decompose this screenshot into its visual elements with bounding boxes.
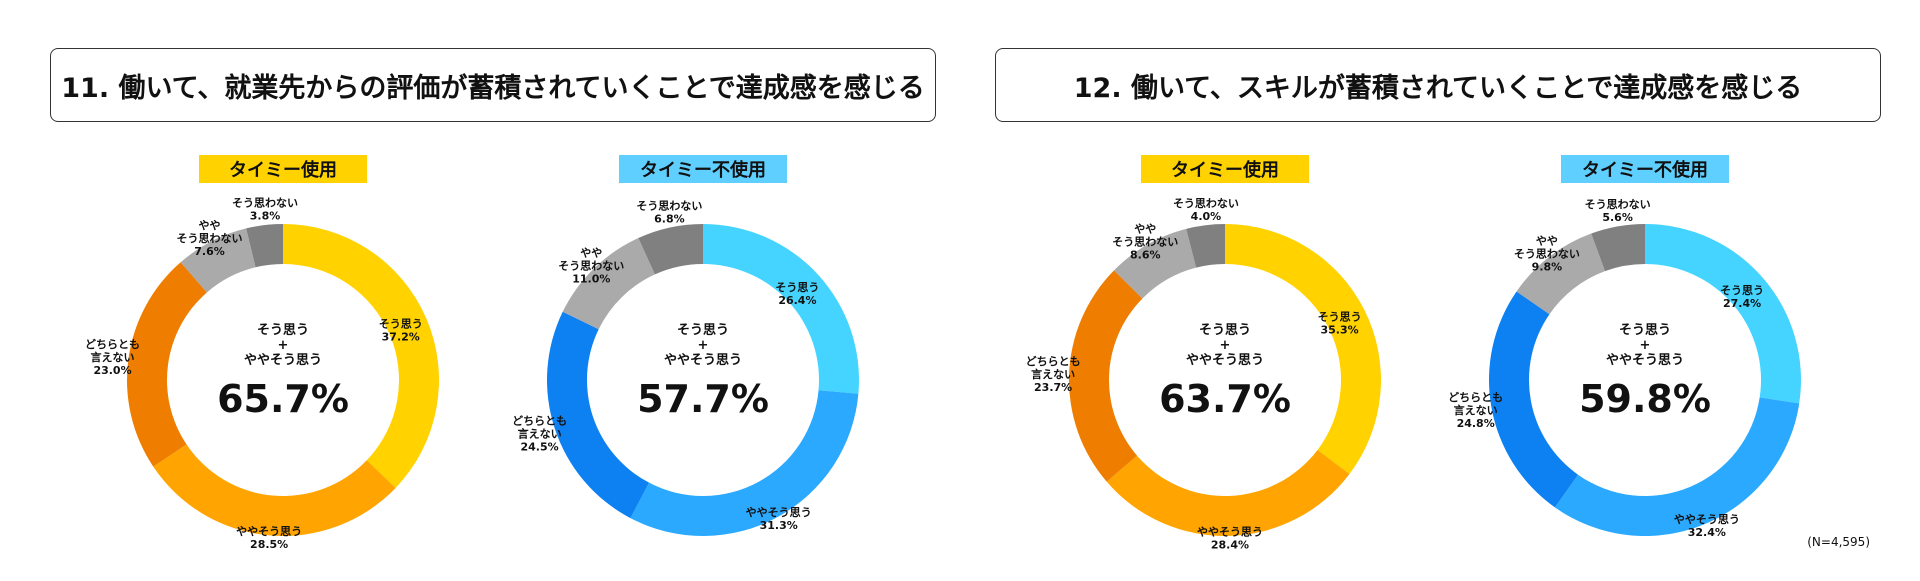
sample-size-note: (N=4,595) xyxy=(1807,535,1870,549)
chart-1-badge: タイミー使用 xyxy=(199,155,367,183)
chart-1-slice-2 xyxy=(153,444,396,536)
chart-2-slice-4 xyxy=(562,238,655,330)
chart-3-slice-2 xyxy=(1106,449,1350,536)
chart-2-label-3: どちらとも言えない 24.5% xyxy=(512,415,567,454)
chart-1-center-line1: そう思う xyxy=(257,323,309,338)
chart-2-slice-1 xyxy=(703,224,859,394)
chart-1-slice-5 xyxy=(246,224,283,268)
chart-3-badge: タイミー使用 xyxy=(1141,155,1309,183)
chart-2-label-5: そう思わない 6.8% xyxy=(636,199,702,225)
chart-3-center-line2: + xyxy=(1220,338,1231,353)
chart-1-center-value: 65.7% xyxy=(217,377,349,421)
chart-2-badge: タイミー不使用 xyxy=(619,155,787,183)
chart-2-slice-3 xyxy=(547,311,650,519)
chart-1-label-5: そう思わない 3.8% xyxy=(232,197,298,223)
chart-2-label-2: ややそう思う 31.3% xyxy=(746,506,812,532)
chart-3-center-line1: そう思う xyxy=(1199,323,1251,338)
chart-1-label-1: そう思う 37.2% xyxy=(379,317,423,343)
chart-2-center-line1: そう思う xyxy=(677,323,729,338)
chart-2-slice-5 xyxy=(638,224,703,275)
chart-3-slice-3 xyxy=(1069,270,1143,482)
chart-1-slice-3 xyxy=(126,262,207,467)
chart-3-label-2: ややそう思う 28.4% xyxy=(1197,525,1263,551)
chart-2-center-line2: + xyxy=(698,338,709,353)
chart-1-label-3: どちらとも言えない 23.0% xyxy=(85,338,140,377)
chart-4-label-3: どちらとも言えない 24.8% xyxy=(1448,391,1503,430)
chart-4-label-2: ややそう思う 32.4% xyxy=(1674,513,1740,539)
chart-2-slice-2 xyxy=(630,390,859,536)
chart-3-label-5: そう思わない 4.0% xyxy=(1173,197,1239,223)
chart-3-label-1: そう思う 35.3% xyxy=(1318,310,1362,336)
chart-3-slice-1 xyxy=(1225,224,1381,475)
chart-4-center-line2: + xyxy=(1640,338,1651,353)
chart-1-slice-4 xyxy=(180,228,256,293)
chart-4-slice-2 xyxy=(1554,397,1800,537)
chart-2-label-4: ややそう思わない 11.0% xyxy=(558,246,624,285)
chart-4-badge: タイミー不使用 xyxy=(1561,155,1729,183)
chart-1-slice-1 xyxy=(283,224,439,488)
chart-4-slice-1 xyxy=(1645,224,1801,404)
chart-4-slice-4 xyxy=(1516,233,1606,315)
question-11-title: 11. 働いて、就業先からの評価が蓄積されていくことで達成感を感じる xyxy=(50,48,936,122)
chart-3-slice-4 xyxy=(1114,228,1197,299)
chart-1-label-2: ややそう思う 28.5% xyxy=(236,525,302,551)
chart-4-label-1: そう思う 27.4% xyxy=(1720,284,1764,310)
chart-4-label-4: ややそう思わない 9.8% xyxy=(1514,235,1580,274)
chart-1-center-line3: ややそう思う xyxy=(244,353,322,368)
chart-4-label-5: そう思わない 5.6% xyxy=(1585,198,1651,224)
chart-4-center-line3: ややそう思う xyxy=(1606,353,1684,368)
chart-4-slice-3 xyxy=(1489,291,1579,508)
chart-3-label-4: ややそう思わない 8.6% xyxy=(1112,222,1178,261)
chart-3-slice-5 xyxy=(1186,224,1225,268)
chart-2-label-1: そう思う 26.4% xyxy=(775,281,819,307)
chart-3-center-value: 63.7% xyxy=(1159,377,1291,421)
chart-1-label-4: ややそう思わない 7.6% xyxy=(177,219,243,258)
question-12-title: 12. 働いて、スキルが蓄積されていくことで達成感を感じる xyxy=(995,48,1881,122)
chart-4-slice-5 xyxy=(1591,224,1645,272)
chart-3-label-3: どちらとも言えない 23.7% xyxy=(1026,355,1081,394)
chart-4-center-value: 59.8% xyxy=(1579,377,1711,421)
chart-1-center-line2: + xyxy=(278,338,289,353)
chart-4-center-line1: そう思う xyxy=(1619,323,1671,338)
chart-2-center-value: 57.7% xyxy=(637,377,769,421)
chart-3-center-line3: ややそう思う xyxy=(1186,353,1264,368)
chart-2-center-line3: ややそう思う xyxy=(664,353,742,368)
